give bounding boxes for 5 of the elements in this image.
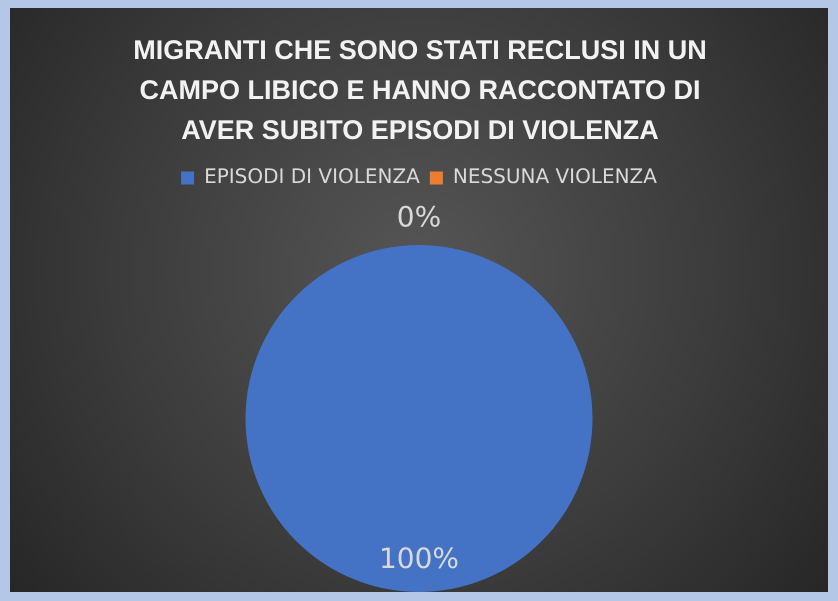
text: 0% — [396, 200, 442, 234]
data-label: 100% — [378, 542, 460, 576]
legend-label: NESSUNA VIOLENZA — [452, 164, 658, 188]
chart-title: MIGRANTI CHE SONO STATI RECLUSI IN UN CAMPO LIBICO E HANNO RACCONTATO DI AVER SUBITO EPISODI DI VIOLENZA — [132, 34, 708, 147]
legend-label: EPISODI DI VIOLENZA — [204, 164, 420, 188]
